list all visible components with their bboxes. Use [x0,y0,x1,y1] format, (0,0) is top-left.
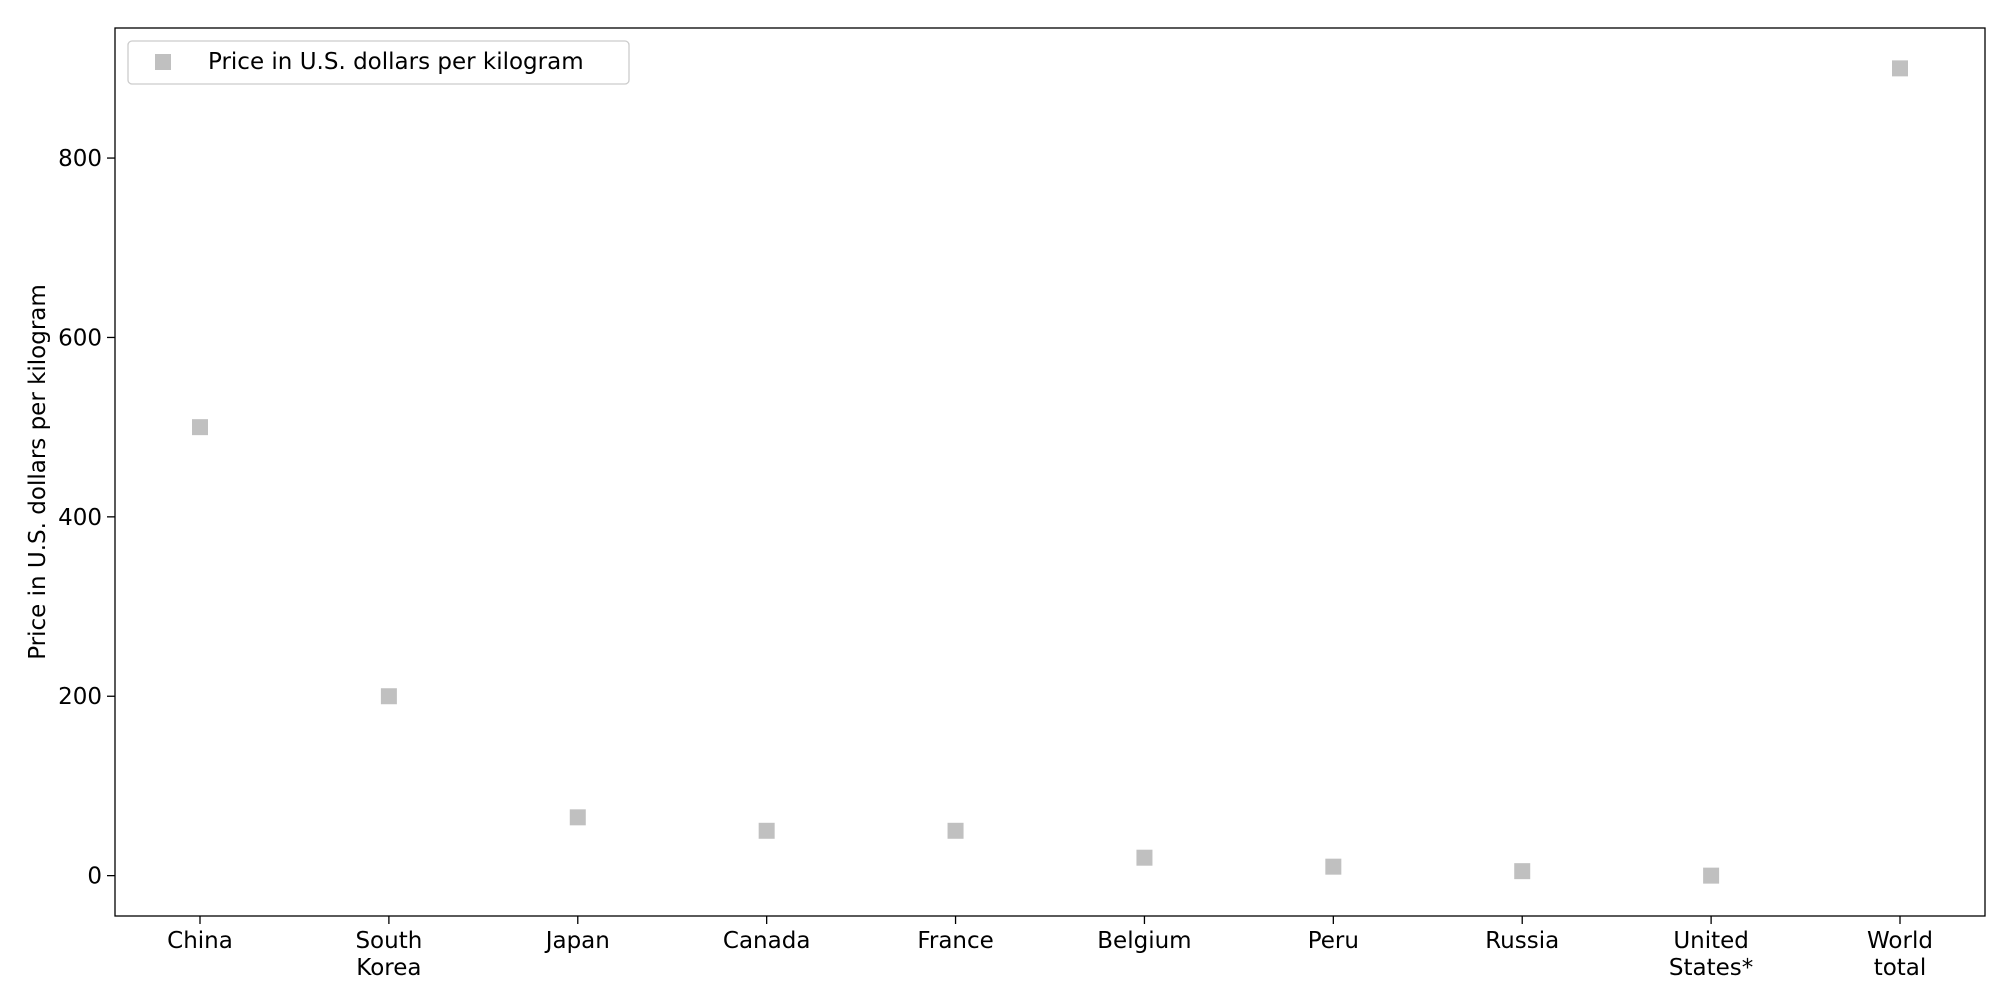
data-point [569,809,586,826]
plot-area [114,27,1986,917]
x-tick-label: France [917,928,993,954]
data-point [758,822,775,839]
y-tick-label: 200 [58,684,102,710]
legend: Price in U.S. dollars per kilogram [127,40,630,85]
x-axis: China South Korea Japan Canada France Belgium P… [167,916,1933,981]
y-axis: 0 200 400 600 800 [58,146,115,890]
data-point [1325,858,1342,875]
legend-label: Price in U.S. dollars per kilogram [208,49,584,75]
data-point [947,822,964,839]
x-tick-label: Canada [723,928,811,954]
x-tick-label: Russia [1485,928,1559,954]
y-tick-label: 800 [58,146,102,172]
y-axis-title: Price in U.S. dollars per kilogram [25,284,51,660]
y-tick-label: 600 [58,325,102,351]
x-tick-label: United States* [1669,928,1753,981]
legend-marker [155,54,171,70]
x-tick-label: China [167,928,233,954]
data-point [1892,60,1908,77]
legend-box [127,40,630,85]
x-tick-label: World total [1867,928,1933,981]
x-tick-label: Belgium [1097,928,1191,954]
data-point [1514,863,1531,880]
data-point [1136,849,1153,866]
x-tick-label: Japan [544,928,610,954]
x-tick-label: Peru [1308,928,1359,954]
data-point [380,688,397,705]
y-tick-label: 400 [58,505,102,531]
y-tick-label: 0 [87,864,102,890]
data-point [1703,867,1720,884]
data-point [192,419,208,436]
x-tick-label: South Korea [355,928,422,981]
data-series [192,60,1908,884]
